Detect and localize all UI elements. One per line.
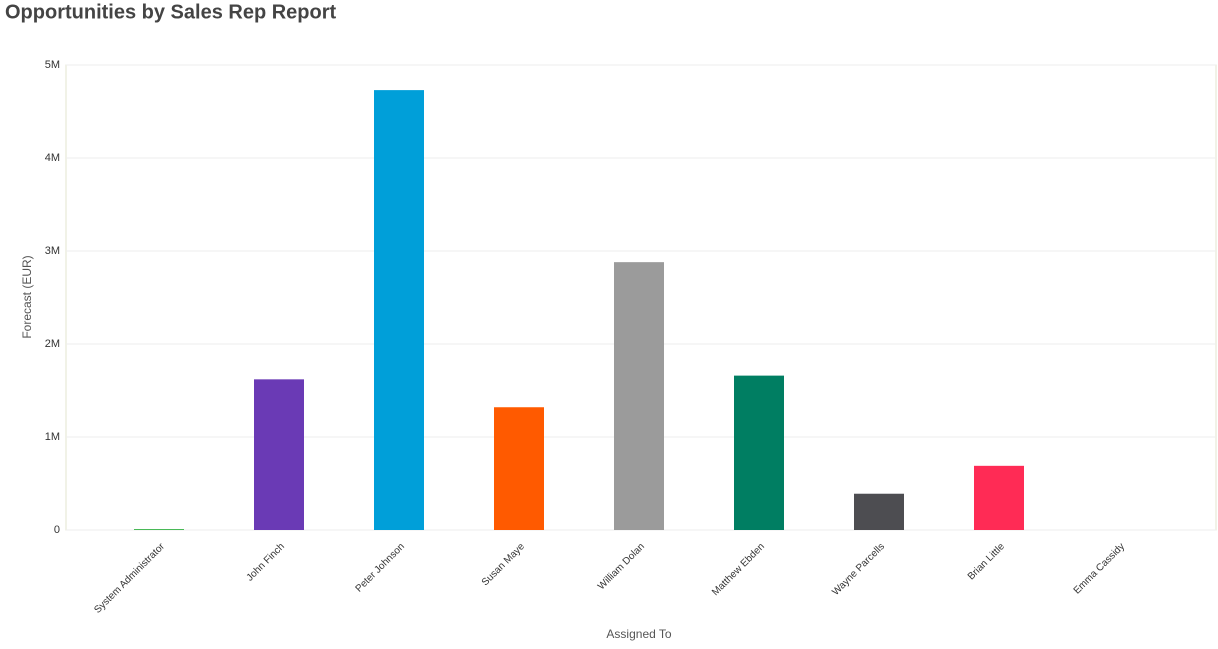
x-tick-label: Matthew Ebden bbox=[710, 541, 767, 598]
y-tick-label: 0 bbox=[54, 524, 60, 536]
bar bbox=[614, 262, 664, 530]
x-tick-label: Susan Maye bbox=[480, 541, 527, 588]
y-axis-title: Forecast (EUR) bbox=[20, 255, 34, 338]
y-tick-label: 5M bbox=[45, 59, 60, 71]
bar bbox=[734, 375, 784, 530]
bar bbox=[974, 465, 1024, 530]
x-tick-label: Wayne Parcells bbox=[830, 541, 887, 598]
bar bbox=[254, 379, 304, 530]
bar bbox=[854, 493, 904, 530]
y-tick-label: 4M bbox=[45, 152, 60, 164]
x-tick-label: John Finch bbox=[245, 541, 287, 583]
y-tick-label: 1M bbox=[45, 431, 60, 443]
x-tick-label: Peter Johnson bbox=[354, 541, 407, 594]
bar bbox=[134, 529, 184, 530]
x-tick-label: System Administrator bbox=[92, 541, 167, 616]
x-axis-title: Assigned To bbox=[606, 627, 671, 641]
bar bbox=[494, 407, 544, 530]
x-tick-label: Emma Cassidy bbox=[1072, 541, 1127, 596]
bar bbox=[374, 90, 424, 531]
y-tick-label: 2M bbox=[45, 338, 60, 350]
x-tick-label: Brian Little bbox=[966, 541, 1007, 582]
y-tick-label: 3M bbox=[45, 245, 60, 257]
chart-title: Opportunities by Sales Rep Report bbox=[5, 1, 337, 23]
x-tick-label: William Dolan bbox=[596, 541, 647, 592]
